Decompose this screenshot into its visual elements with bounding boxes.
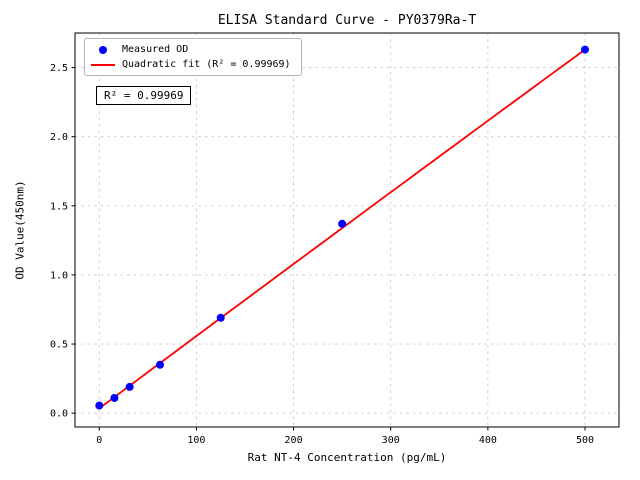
r-squared-annotation: R² = 0.99969: [96, 86, 192, 105]
axes-frame: [74, 32, 620, 428]
x-tick-label: 0: [96, 435, 102, 446]
y-tick-label: 2.0: [50, 132, 68, 143]
y-axis-label: OD Value(450nm): [13, 180, 27, 280]
legend-label-measured-od: Measured OD: [122, 44, 189, 55]
data-point: [338, 219, 347, 228]
data-point: [95, 401, 104, 410]
y-tick-label: 1.0: [50, 270, 68, 281]
x-tick-label: 300: [382, 435, 400, 446]
data-point: [156, 360, 164, 369]
legend-label-quadratic-fit: Quadratic fit (R² = 0.99969): [122, 59, 291, 70]
data-point: [581, 45, 589, 54]
data-point: [125, 382, 134, 391]
line-marker-icon: [91, 63, 115, 66]
swatch-area: [91, 45, 115, 54]
chart-title: ELISA Standard Curve - PY0379Ra-T: [217, 13, 477, 28]
y-tick-label: 2.5: [50, 63, 68, 74]
y-tick-label: 1.5: [50, 201, 68, 212]
data-point: [216, 313, 225, 322]
x-tick-label: 200: [285, 435, 303, 446]
legend: Measured OD Quadratic fit (R² = 0.99969): [84, 38, 302, 76]
y-tick-label: 0.5: [50, 340, 68, 351]
legend-item-quadratic-fit: Quadratic fit (R² = 0.99969): [91, 59, 291, 70]
x-tick-label: 400: [479, 435, 497, 446]
scatter-marker-icon: [99, 45, 107, 54]
x-tick-label: 500: [576, 435, 594, 446]
data-point: [110, 393, 119, 402]
swatch-area: [91, 63, 115, 66]
x-tick-label: 100: [187, 435, 205, 446]
quadratic-fit-line: [98, 48, 586, 410]
y-tick-label: 0.0: [50, 409, 68, 420]
x-axis-label: Rat NT-4 Concentration (pg/mL): [247, 451, 447, 464]
legend-item-measured-od: Measured OD: [91, 44, 291, 55]
